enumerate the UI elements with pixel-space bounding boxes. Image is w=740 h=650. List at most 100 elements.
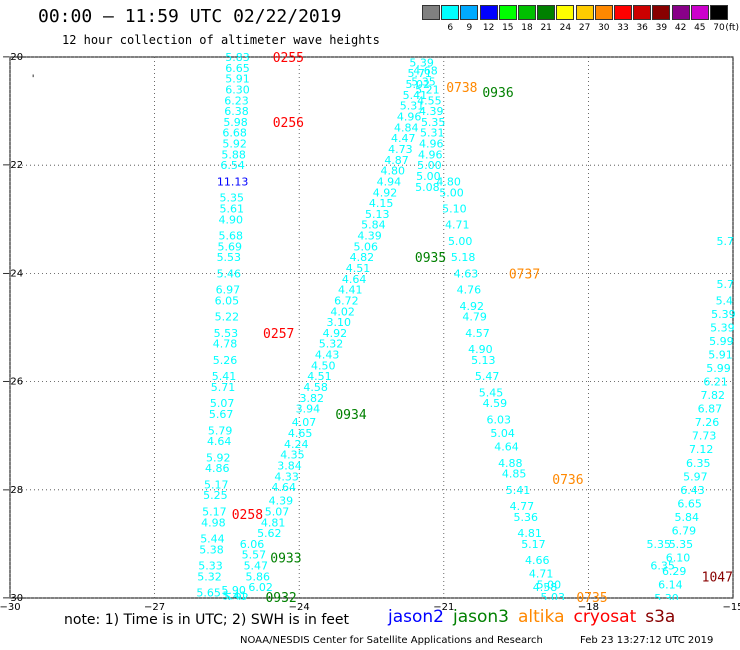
wave-height-value: 4.39 (269, 495, 294, 508)
plot-frame (9, 56, 734, 599)
wave-height-value: 6.72 (334, 294, 359, 307)
wave-height-value: 6.79 (672, 524, 697, 537)
wave-height-value: 4.66 (525, 554, 550, 567)
wave-height-value: 4.68 (413, 65, 438, 78)
wave-height-value: 5.30 (654, 592, 679, 605)
y-tick-label: −20 (2, 52, 23, 63)
wave-height-value: 5.53 (217, 251, 242, 264)
wave-height-value: 4.50 (311, 359, 336, 372)
wave-height-value: 4.96 (397, 111, 422, 124)
legend-unit: (ft) (725, 23, 739, 33)
wave-height-value: 5.79 (208, 424, 233, 437)
wave-height-value: 4.47 (391, 132, 416, 145)
wave-height-value: 6.35 (686, 457, 711, 470)
wave-height-value: 5.46 (217, 267, 242, 280)
wave-height-value: 5.97 (683, 470, 708, 483)
legend-label: 39 (655, 23, 668, 33)
legend-swatch (633, 5, 652, 20)
wave-height-value: 6.38 (224, 105, 249, 118)
wave-height-value: 4.96 (418, 148, 443, 161)
wave-height-value: 4.85 (502, 468, 527, 481)
legend-swatch (422, 5, 440, 20)
wave-height-value: 5.13 (365, 208, 390, 221)
pass-time-label: 0936 (482, 86, 513, 101)
wave-height-value: 4.51 (346, 262, 371, 275)
x-tick-label: −30 (0, 602, 21, 613)
legend-swatch (556, 5, 575, 20)
wave-height-value: 6.65 (225, 62, 250, 75)
wave-height-value: 4.84 (394, 121, 419, 134)
wave-height-value: 4.73 (388, 143, 413, 156)
pass-time-label: 0935 (415, 251, 446, 266)
wave-height-value: 5.92 (224, 591, 249, 604)
wave-height-value: 5.36 (513, 511, 538, 524)
satellite-name: s3a (645, 607, 676, 627)
wave-height-value: 6.43 (680, 484, 705, 497)
pass-time-label: 0255 (273, 51, 304, 66)
satellite-name: jason3 (453, 607, 509, 627)
wave-height-value: 5.18 (451, 251, 476, 264)
wave-height-value: 5.47 (244, 560, 269, 573)
wave-height-value: 6.29 (662, 565, 687, 578)
wave-height-value: 5.04 (490, 427, 515, 440)
legend-swatch (460, 5, 479, 20)
wave-height-value: 4.51 (307, 370, 332, 383)
legend-swatch (498, 5, 517, 20)
wave-height-value: 4.92 (323, 327, 348, 340)
wave-height-value: 5.61 (219, 202, 244, 215)
legend-swatch (671, 5, 690, 20)
x-tick-label: −15 (722, 602, 740, 613)
wave-height-value: 5.91 (708, 349, 733, 362)
wave-height-value: 5.07 (210, 397, 235, 410)
legend-label: 45 (694, 23, 706, 33)
wave-height-value: 4.24 (284, 438, 309, 451)
wave-height-value: 6.97 (216, 284, 241, 297)
legend-swatch (690, 5, 709, 20)
pass-time-label: 0735 (576, 591, 607, 606)
legend-swatch (537, 5, 556, 20)
pass-time-label: 0737 (509, 267, 540, 282)
y-tick-label: −30 (2, 593, 23, 604)
wave-height-value: 5.31 (420, 127, 445, 140)
wave-height-value: 5.41 (506, 484, 531, 497)
wave-height-value: 4.64 (207, 435, 232, 448)
wave-height-value: 5.10 (442, 202, 467, 215)
wave-height-value: 4.07 (292, 416, 317, 429)
footer-note: note: 1) Time is in UTC; 2) SWH is in fe… (64, 612, 350, 628)
wave-height-value: 5.22 (215, 311, 240, 324)
wave-height-value: 5.92 (206, 451, 231, 464)
y-tick-label: −28 (2, 485, 23, 496)
wave-height-value: 5.35 (647, 538, 672, 551)
legend-label: 27 (578, 23, 591, 33)
legend-label: 15 (502, 23, 514, 33)
wave-height-value: 4.02 (330, 305, 355, 318)
wave-height-value: 4.82 (350, 251, 375, 264)
wave-height-value: 5.65 (196, 587, 221, 600)
wave-height-value: 6.54 (220, 159, 245, 172)
wave-height-value: 5.39 (710, 322, 735, 335)
wave-height-value: 4.71 (529, 568, 554, 581)
y-tick-label: −26 (2, 377, 23, 388)
wave-height-value: 6.21 (703, 376, 728, 389)
wave-height-value: 4.65 (288, 427, 313, 440)
wave-height-value: 4.33 (274, 470, 299, 483)
wave-height-value: 5.99 (709, 335, 734, 348)
wave-height-value: 5.41 (403, 89, 428, 102)
wave-height-value: 5.69 (218, 240, 243, 253)
wave-height-value: 4.15 (369, 197, 394, 210)
wave-height-value: 5.35 (421, 116, 446, 129)
wave-height-value: 6.02 (248, 581, 273, 594)
legend-swatch (441, 5, 460, 20)
wave-height-value: 5.44 (200, 532, 225, 545)
pass-time-label: 0738 (446, 81, 477, 96)
wave-height-value: 4.92 (460, 300, 485, 313)
satellite-legend: jason2 jason3 altika cryosat s3a (388, 607, 684, 627)
pass-time-label: 1047 (702, 570, 733, 585)
wave-height-value: 5.31 (400, 100, 425, 113)
legend-label: 12 (482, 23, 495, 33)
wave-height-value: 4.92 (373, 186, 398, 199)
wave-height-value: 5.99 (706, 362, 731, 375)
legend-swatch (479, 5, 498, 20)
wave-height-value: 4.39 (419, 105, 444, 118)
